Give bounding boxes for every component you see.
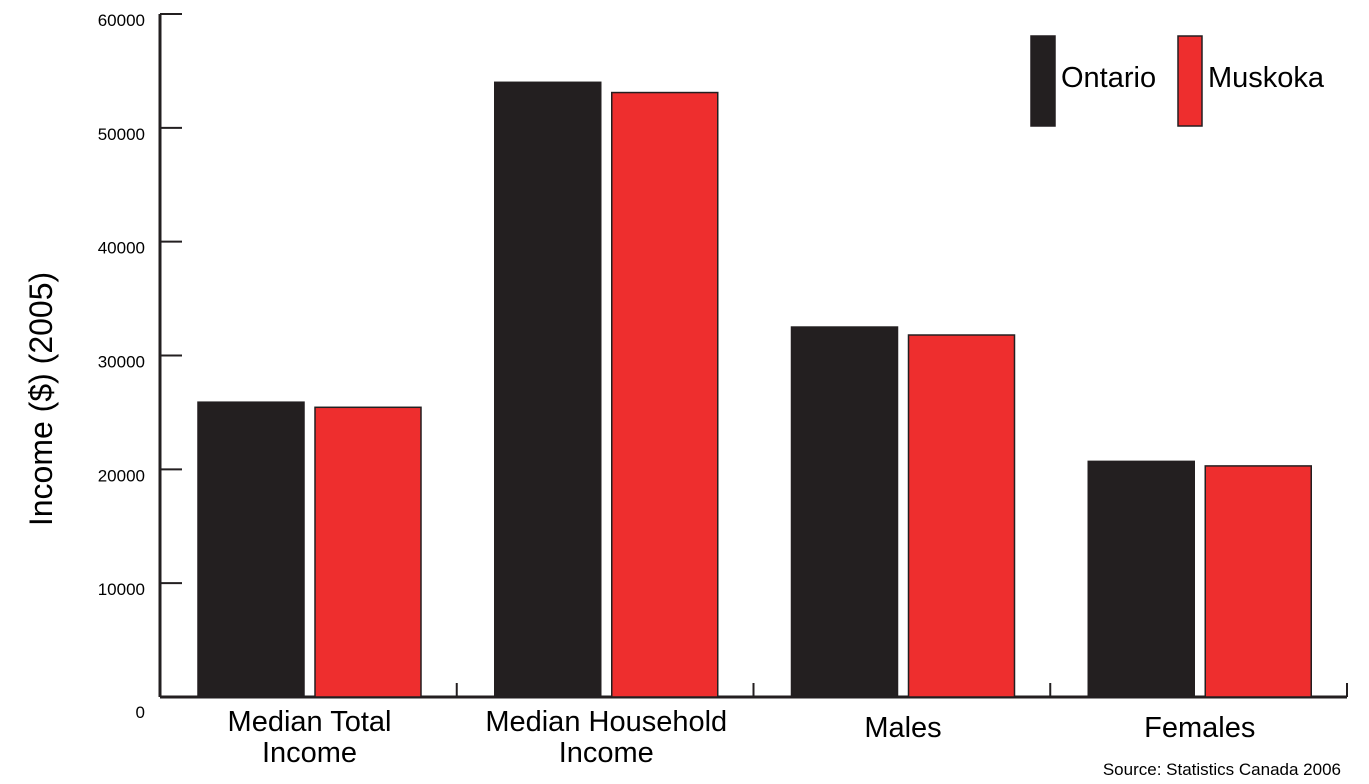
bar-muskoka <box>611 91 719 698</box>
y-tick-label: 10000 <box>98 580 145 599</box>
category-label: Income <box>262 737 357 769</box>
y-tick-label: 40000 <box>98 239 145 258</box>
y-axis-title: Income ($) (2005) <box>23 272 59 526</box>
legend-label-muskoka: Muskoka <box>1208 62 1325 94</box>
bars <box>197 81 1312 698</box>
bar-muskoka <box>314 406 422 698</box>
category-label: Median Household <box>485 706 727 738</box>
source-note: Source: Statistics Canada 2006 <box>1103 760 1341 779</box>
bar-ontario <box>790 326 899 698</box>
bar-ontario <box>494 81 602 698</box>
y-tick-label: 60000 <box>98 11 145 30</box>
legend: Ontario Muskoka <box>1030 35 1325 127</box>
labels: 0 10000 20000 30000 40000 50000 60000 Median To… <box>98 11 1256 769</box>
legend-swatch-muskoka <box>1177 35 1203 127</box>
y-tick-label: 30000 <box>98 353 145 372</box>
bar-muskoka <box>1204 465 1312 698</box>
y-tick-label: 0 <box>136 703 145 722</box>
legend-swatch-ontario <box>1030 35 1056 127</box>
y-tick-label: 20000 <box>98 466 145 485</box>
legend-label-ontario: Ontario <box>1061 62 1156 94</box>
category-label: Income <box>559 737 654 769</box>
bar-ontario <box>197 401 305 698</box>
y-tick-label: 50000 <box>98 125 145 144</box>
category-label: Median Total <box>228 706 392 738</box>
bar-muskoka <box>907 334 1016 698</box>
bar-ontario <box>1087 460 1195 698</box>
category-label: Females <box>1144 712 1255 744</box>
category-label: Males <box>864 712 941 744</box>
